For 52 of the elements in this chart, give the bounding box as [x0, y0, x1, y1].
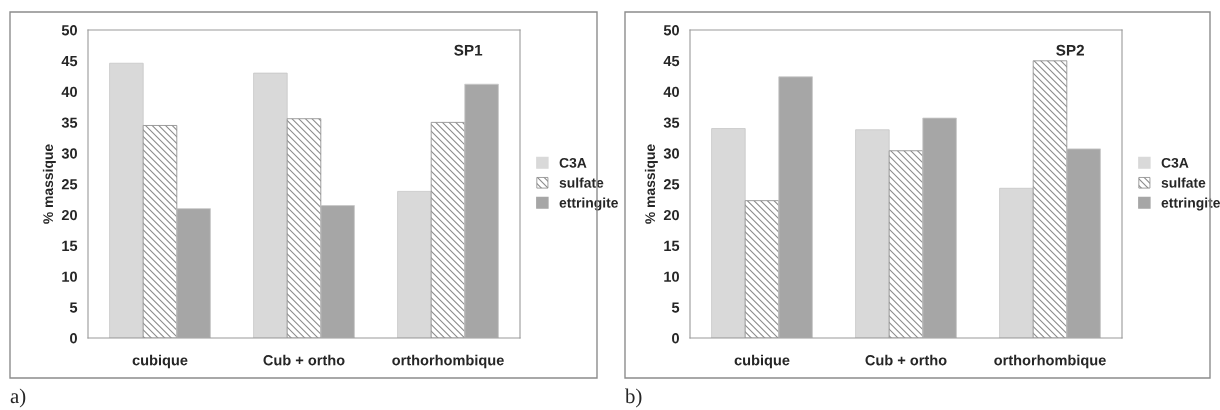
y-tick-label: 0 — [70, 333, 77, 344]
y-tick-label: 50 — [663, 25, 679, 36]
legend-label: sulfate — [559, 177, 604, 188]
y-tick-label: 5 — [69, 302, 78, 313]
y-tick-label: 5 — [671, 302, 680, 313]
y-axis-title: % massique — [42, 144, 56, 224]
y-tick-label: 0 — [672, 333, 679, 344]
y-tick-label: 20 — [663, 209, 679, 221]
x-tick-label: Cub + ortho — [865, 354, 947, 366]
x-tick-label: orthorhombique — [994, 354, 1106, 369]
x-tick-label: orthorhombique — [392, 354, 504, 369]
text: a) — [10, 388, 26, 408]
legend-label: ettringite — [1161, 197, 1220, 211]
legend-label: C3A — [1161, 157, 1189, 168]
y-tick-label: 40 — [663, 86, 679, 98]
y-axis-title: % massique — [644, 144, 658, 224]
y-tick-label: 35 — [61, 117, 78, 128]
y-tick-label: 25 — [61, 179, 78, 190]
x-tick-label: Cub + ortho — [263, 354, 345, 366]
y-tick-label: 45 — [663, 56, 680, 67]
bar — [430, 121, 466, 338]
bar — [253, 72, 288, 338]
x-tick-label: cubique — [734, 354, 790, 369]
bar — [109, 62, 144, 338]
y-tick-label: 20 — [61, 209, 77, 221]
text: b) — [625, 388, 642, 408]
y-tick-label: 10 — [664, 271, 679, 282]
y-tick-label: 15 — [664, 240, 680, 252]
y-tick-label: 30 — [61, 148, 77, 159]
bar — [744, 200, 780, 338]
bar — [888, 150, 924, 338]
y-tick-label: 50 — [61, 25, 77, 36]
y-tick-label: 15 — [62, 240, 78, 252]
y-tick-label: 25 — [663, 179, 680, 190]
bar — [855, 129, 890, 338]
y-tick-label: 45 — [61, 56, 78, 67]
x-tick-label: cubique — [132, 354, 188, 369]
y-tick-label: 10 — [62, 271, 77, 282]
bar — [142, 125, 178, 338]
bar — [711, 128, 746, 338]
legend-label: ettringite — [559, 197, 618, 211]
bar — [999, 187, 1034, 338]
bar — [1032, 60, 1068, 338]
y-tick-label: 40 — [61, 86, 77, 98]
text: SP2 — [1056, 44, 1084, 56]
y-tick-label: 30 — [663, 148, 679, 159]
bar — [286, 118, 322, 338]
legend-label: sulfate — [1161, 177, 1206, 188]
legend-label: C3A — [559, 157, 587, 168]
bar — [397, 190, 432, 338]
text: SP1 — [454, 44, 483, 56]
y-tick-label: 35 — [663, 117, 680, 128]
